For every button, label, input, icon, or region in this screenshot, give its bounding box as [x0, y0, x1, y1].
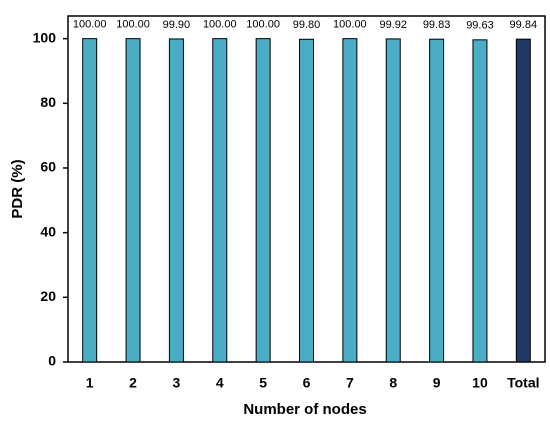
value-label: 100.00 — [116, 19, 150, 31]
bar — [429, 38, 445, 363]
x-tick-label: 5 — [259, 375, 267, 391]
y-tick-label: 60 — [40, 159, 56, 175]
x-tick-label: 2 — [129, 375, 137, 391]
bar — [472, 39, 488, 363]
x-axis-title: Number of nodes — [243, 401, 366, 418]
x-tick-label: 9 — [433, 375, 441, 391]
value-label: 99.63 — [466, 20, 494, 32]
x-tick-label: 10 — [472, 375, 488, 391]
bar — [342, 38, 358, 363]
value-label: 99.90 — [163, 19, 191, 31]
value-label: 100.00 — [73, 19, 107, 31]
value-label: 99.84 — [510, 19, 538, 31]
y-tick-label: 20 — [40, 288, 56, 304]
value-label: 100.00 — [246, 19, 280, 31]
x-tick-label: 1 — [86, 375, 94, 391]
x-tick-label: 8 — [389, 375, 397, 391]
x-tick-label: 6 — [303, 375, 311, 391]
value-label: 99.80 — [293, 19, 321, 31]
y-tick-label: 80 — [40, 94, 56, 110]
y-tick-label: 40 — [40, 223, 56, 239]
value-label: 100.00 — [203, 19, 237, 31]
bar — [212, 38, 228, 363]
bar — [515, 38, 531, 363]
bar — [82, 38, 98, 363]
x-tick-label: 4 — [216, 375, 224, 391]
y-tick-label: 100 — [33, 29, 57, 45]
bar — [255, 38, 271, 363]
y-tick-label: 0 — [48, 353, 56, 369]
x-tick-label: Total — [507, 375, 539, 391]
x-tick-label: 3 — [173, 375, 181, 391]
bar — [125, 38, 141, 363]
bar — [385, 38, 401, 363]
value-label: 99.83 — [423, 19, 451, 31]
bar — [299, 38, 314, 363]
bar — [168, 38, 184, 363]
y-axis-title: PDR (%) — [9, 159, 26, 218]
value-label: 99.92 — [379, 19, 407, 31]
x-tick-label: 7 — [346, 375, 354, 391]
value-label: 100.00 — [333, 19, 367, 31]
